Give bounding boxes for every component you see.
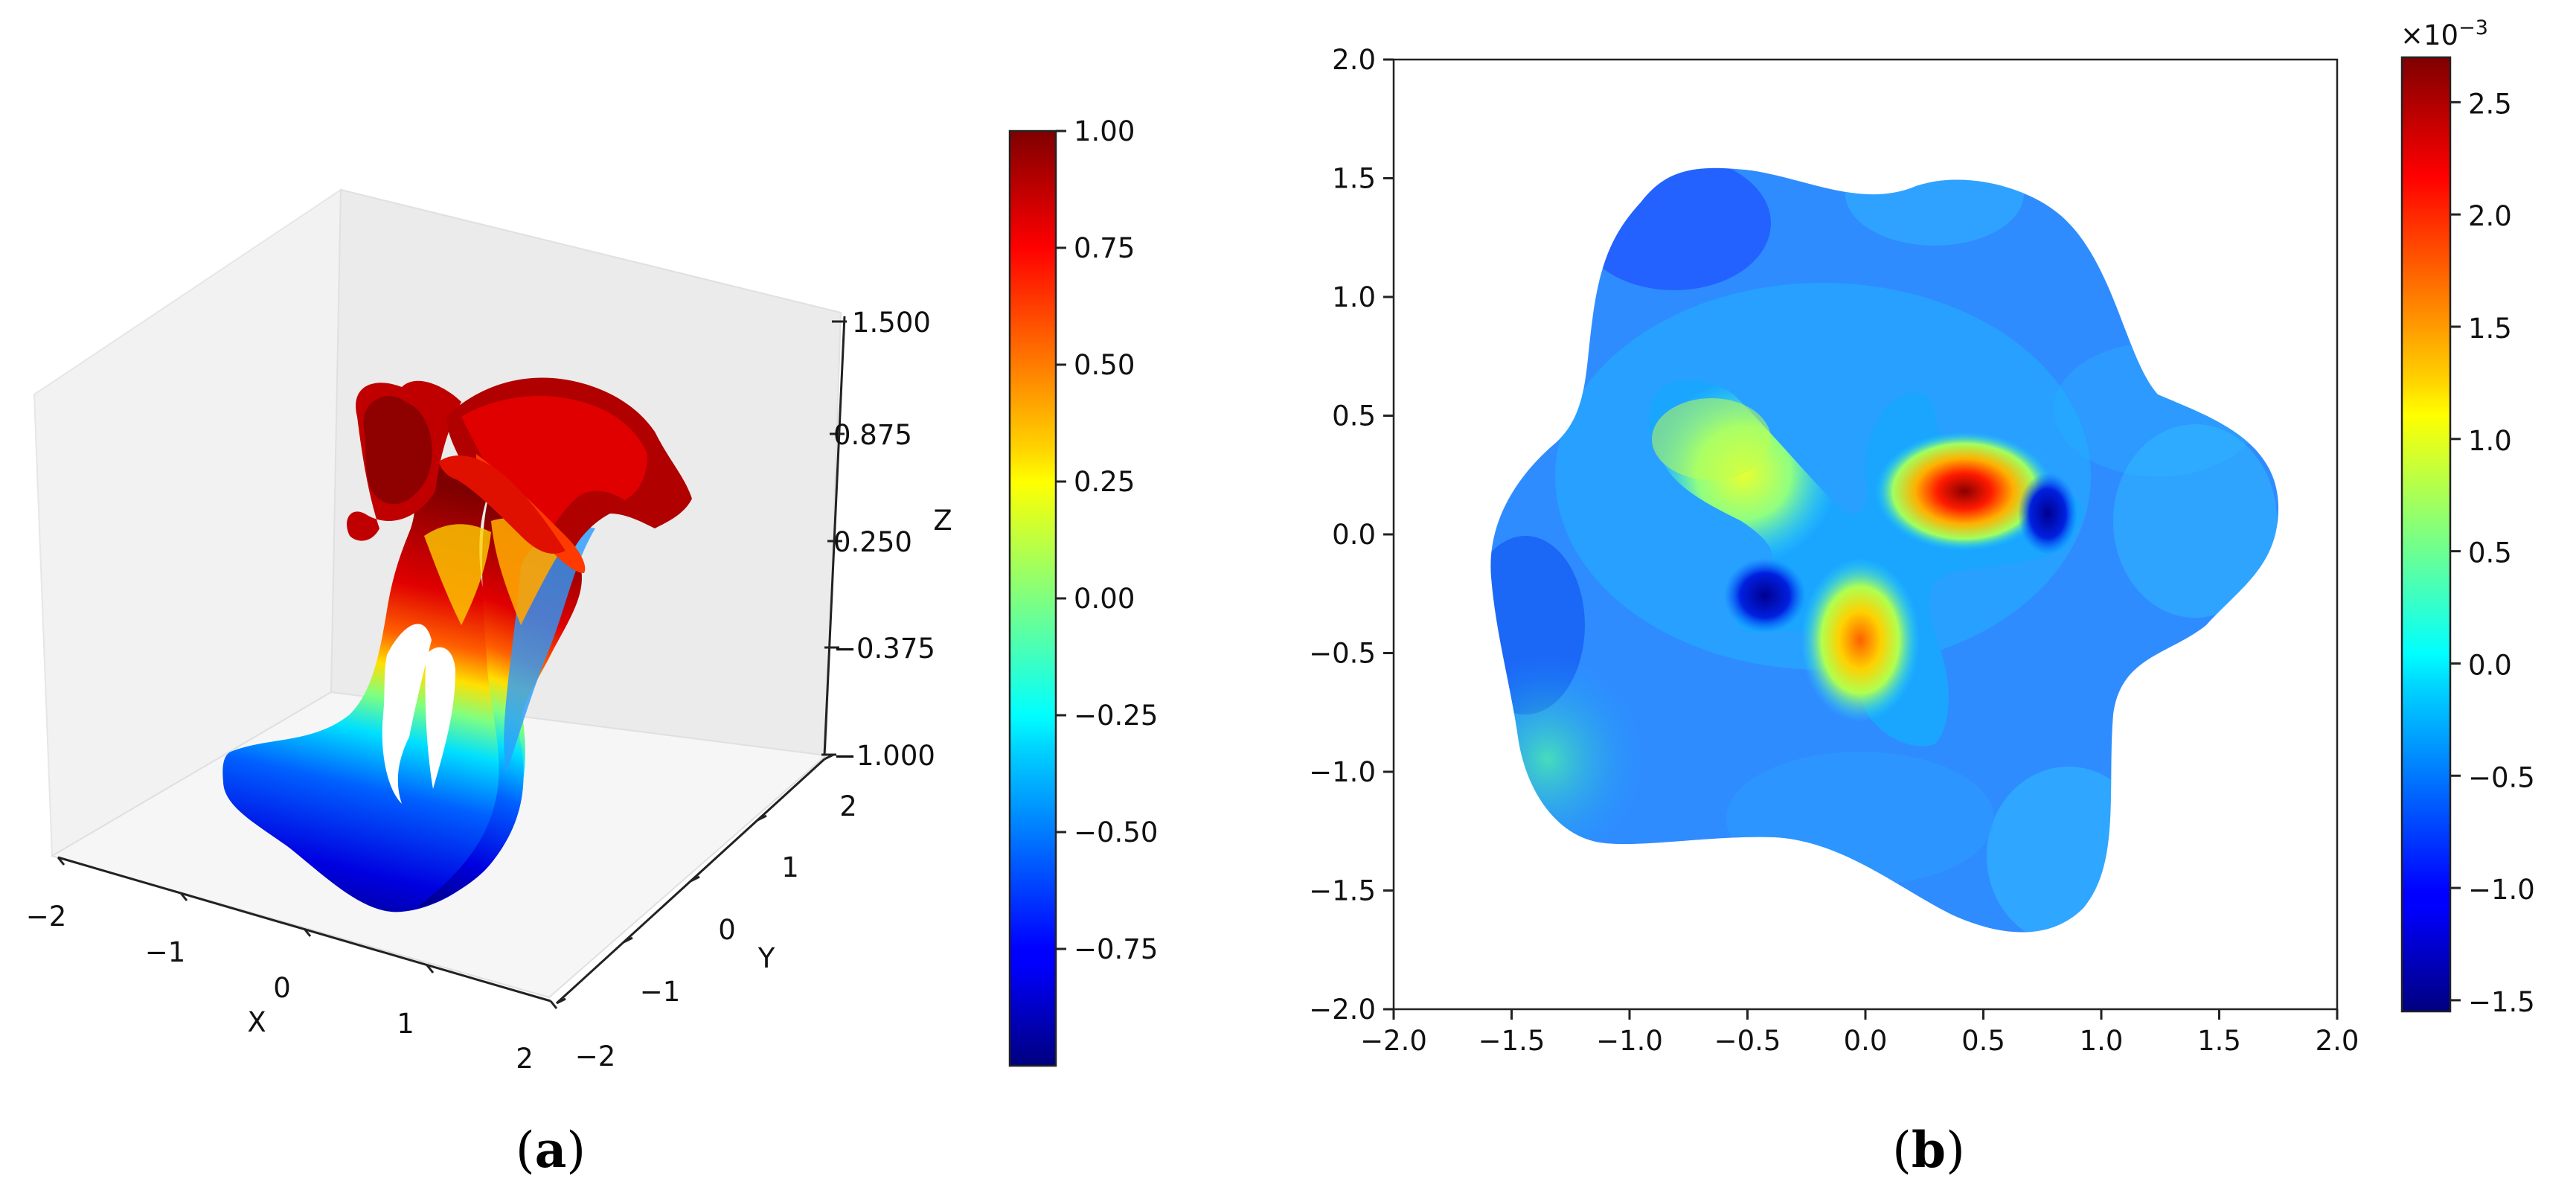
x-tick-label-b: 1.5 — [2197, 1025, 2241, 1057]
x-tick-label-b: 1.0 — [2080, 1025, 2124, 1057]
colorbar-b-tick-label: 0.5 — [2468, 537, 2512, 569]
colorbar-b-tick-label: 2.0 — [2468, 200, 2512, 232]
z-tick-label: 1.500 — [852, 307, 931, 339]
colorbar-b-tick-label: 1.0 — [2468, 425, 2512, 457]
panel-a: −2 −1 0 1 2 X −2 −1 0 1 2 Y — [26, 115, 1159, 1179]
y-tick-label: −2 — [575, 1040, 616, 1072]
colorbar-b-gradient — [2400, 56, 2452, 1013]
z-axis-label: Z — [933, 505, 952, 537]
x-tick-label: −2 — [26, 901, 67, 933]
x-tick-label: −1 — [145, 936, 186, 968]
caption-a: (a) — [516, 1121, 586, 1179]
x-tick-label: 0 — [273, 972, 291, 1004]
x-tick-label-b: −1.0 — [1596, 1025, 1663, 1057]
x-tick-label: 2 — [516, 1043, 534, 1075]
inner-hole-region — [1649, 380, 2083, 746]
colorbar-a-gradient — [1008, 130, 1057, 1067]
y-axis-a: −2 −1 0 1 2 Y — [556, 753, 857, 1072]
colorbar-b-multiplier: ×10−3 — [2400, 16, 2488, 51]
panel-b: −2.0 −1.5 −1.0 −0.5 0.0 0.5 1.0 1.5 2.0 2.0 1.5 1.0… — [1309, 16, 2535, 1179]
x-tick-label-b: −1.5 — [1478, 1025, 1545, 1057]
z-tick-label: −1.000 — [833, 740, 935, 772]
colorbar-b-tick-label: −1.0 — [2468, 874, 2535, 906]
y-tick-label: 2 — [839, 790, 857, 822]
x-tick-label-b: −0.5 — [1714, 1025, 1781, 1057]
colorbar-a-tick-label: 0.25 — [1074, 466, 1135, 498]
surface-3d — [222, 377, 692, 912]
colorbar-b-tick-label: −1.5 — [2468, 986, 2535, 1018]
y-tick-label: −1 — [640, 976, 681, 1008]
y-tick-label-b: 0.5 — [1332, 400, 1376, 432]
y-tick-label: 0 — [718, 914, 736, 946]
colorbar-b-tick-label: 2.5 — [2468, 88, 2512, 120]
x-tick-label-b: −2.0 — [1360, 1025, 1427, 1057]
y-tick-label-b: −2.0 — [1309, 994, 1376, 1026]
colorbar-a-tick-label: 0.75 — [1074, 232, 1135, 264]
y-tick-label: 1 — [781, 851, 799, 883]
y-tick-label-b: 2.0 — [1332, 44, 1376, 76]
colorbar-b: 2.5 2.0 1.5 1.0 0.5 0.0 −0.5 −1.0 −1.5 ×10−3 — [2400, 16, 2535, 1018]
z-tick-label: 0.250 — [833, 526, 912, 558]
colorbar-a-tick-label: 0.00 — [1074, 583, 1135, 615]
colorbar-a-tick-label: −0.25 — [1074, 700, 1158, 732]
z-tick-label: −0.375 — [833, 633, 935, 665]
colorbar-a-tick-label: 0.50 — [1074, 349, 1135, 381]
colorbar-a-tick-label: −0.75 — [1074, 933, 1158, 965]
y-tick-label-b: −1.5 — [1309, 875, 1376, 907]
z-axis-a: 1.500 0.875 0.250 −0.375 −1.000 Z — [821, 307, 952, 772]
y-tick-label-b: 0.0 — [1332, 519, 1376, 551]
z-tick-label: 0.875 — [833, 419, 912, 451]
caption-b: (b) — [1892, 1121, 1965, 1179]
x-axis-label: X — [247, 1006, 266, 1038]
colorbar-a: 1.00 0.75 0.50 0.25 0.00 −0.25 −0.50 −0.75 — [1008, 115, 1158, 1067]
x-axis-a: −2 −1 0 1 2 X — [26, 857, 558, 1075]
colorbar-b-tick-label: 1.5 — [2468, 313, 2512, 345]
colorbar-b-tick-label: 0.0 — [2468, 649, 2512, 681]
x-tick-label-b: 0.5 — [1961, 1025, 2005, 1057]
y-tick-label-b: 1.5 — [1332, 163, 1376, 195]
x-tick-label: 1 — [397, 1008, 414, 1040]
x-tick-label-b: 0.0 — [1844, 1025, 1888, 1057]
x-tick-label-b: 2.0 — [2316, 1025, 2359, 1057]
y-tick-label-b: −1.0 — [1309, 756, 1376, 788]
colorbar-a-tick-label: 1.00 — [1074, 115, 1135, 147]
y-tick-label-b: −0.5 — [1309, 638, 1376, 670]
colorbar-a-tick-label: −0.50 — [1074, 816, 1158, 848]
y-tick-label-b: 1.0 — [1332, 281, 1376, 313]
colorbar-b-tick-label: −0.5 — [2468, 761, 2535, 793]
y-axis-label: Y — [757, 942, 775, 974]
